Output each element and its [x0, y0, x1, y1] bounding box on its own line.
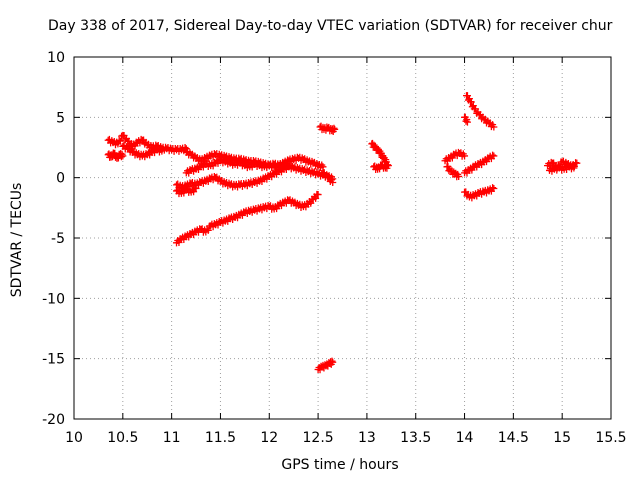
x-tick-label: 12.5 [303, 430, 334, 446]
series-arc-5 [182, 153, 327, 177]
data-point [467, 98, 475, 106]
data-point [204, 226, 212, 234]
x-tick-label: 13 [358, 430, 376, 446]
y-tick-label: -10 [42, 291, 65, 307]
series-arc-2 [104, 149, 127, 162]
series-arc-12 [368, 139, 390, 166]
series-arc-19 [461, 184, 498, 202]
y-tick-label: 5 [56, 110, 65, 126]
series-arc-3 [119, 141, 166, 161]
series-arc-16 [461, 151, 498, 177]
series-arc-14 [441, 148, 469, 165]
y-tick-label: -15 [42, 352, 65, 368]
data-point [329, 178, 337, 186]
data-point [384, 162, 392, 170]
grid-layer [74, 57, 611, 419]
series-arc-1 [104, 131, 190, 155]
x-tick-label: 14 [456, 430, 474, 446]
data-point [329, 358, 337, 366]
data-point [489, 184, 497, 192]
x-tick-label: 12 [260, 430, 278, 446]
x-tick-label: 15 [553, 430, 571, 446]
x-tick-label: 11.5 [205, 430, 236, 446]
series-arc-8 [173, 190, 322, 247]
series-arc-10 [319, 169, 337, 186]
y-tick-label: -20 [42, 412, 65, 428]
data-point [192, 185, 200, 193]
series-arc-7 [173, 184, 200, 198]
data-point [115, 136, 123, 144]
data-point [489, 151, 497, 159]
data-point [181, 144, 189, 152]
x-tick-label: 14.5 [498, 430, 529, 446]
series-arc-18 [461, 113, 471, 126]
series-arc-15 [443, 163, 463, 181]
data-point [119, 152, 127, 160]
series-arc-9 [316, 122, 339, 135]
data-point [330, 124, 338, 132]
series-arc-11 [314, 357, 337, 374]
data-point [490, 123, 498, 131]
data-point [116, 137, 124, 145]
data-point [570, 164, 578, 172]
data-point [307, 199, 315, 207]
x-tick-label: 11 [163, 430, 181, 446]
series-arc-13 [370, 161, 392, 173]
data-point [331, 125, 339, 133]
data-point [314, 191, 322, 199]
data-point [285, 163, 293, 171]
y-tick-label: -5 [51, 231, 65, 247]
y-tick-label: 0 [56, 171, 65, 187]
series-arc-21 [545, 162, 578, 175]
data-point [158, 147, 166, 155]
series-arc-17 [462, 92, 498, 131]
ticks-layer: 10 10.5 11 11.5 12 12.5 13 13.5 14 14.5 15 15.5 10 5 0… [42, 50, 626, 446]
x-tick-label: 13.5 [400, 430, 431, 446]
data-point [463, 118, 471, 126]
data-point [490, 185, 498, 193]
data-point [461, 152, 469, 160]
data-point [455, 172, 463, 180]
data-point [312, 194, 320, 202]
points-layer [104, 92, 581, 374]
y-tick-label: 10 [47, 50, 65, 66]
chart-title: Day 338 of 2017, Sidereal Day-to-day VTE… [48, 18, 613, 34]
data-point [319, 163, 327, 171]
data-point [490, 152, 498, 160]
data-point [462, 117, 470, 125]
data-point [284, 162, 292, 170]
data-point [328, 357, 336, 365]
data-point [573, 159, 581, 167]
x-tick-label: 10 [65, 430, 83, 446]
x-axis-label: GPS time / hours [281, 457, 399, 473]
data-point [384, 161, 392, 169]
x-tick-label: 15.5 [595, 430, 626, 446]
x-tick-label: 10.5 [107, 430, 138, 446]
